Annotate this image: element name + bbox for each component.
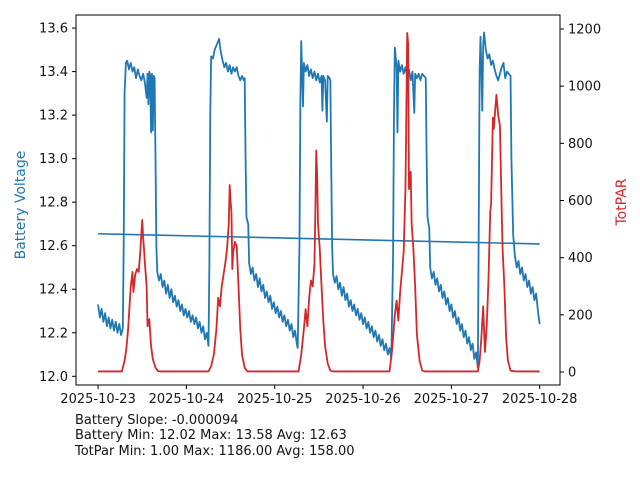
y-left-axis-label: Battery Voltage — [13, 150, 29, 260]
y-right-tick-label: 1000 — [568, 80, 601, 95]
y-right-axis-label: TotPAR — [614, 178, 630, 226]
y-left-tick-label: 12.2 — [39, 326, 68, 341]
x-tick-label: 2025-10-28 — [502, 392, 578, 407]
x-tick-label: 2025-10-26 — [325, 392, 401, 407]
x-tick-label: 2025-10-24 — [149, 392, 225, 407]
x-tick-label: 2025-10-23 — [60, 392, 136, 407]
battery-voltage-line — [97, 31, 541, 369]
y-left-tick-label: 12.8 — [39, 196, 68, 211]
y-right-tick-label: 400 — [568, 251, 593, 266]
y-right-tick-label: 1200 — [568, 23, 601, 38]
y-left-tick-label: 13.2 — [39, 109, 68, 124]
y-left-tick-label: 12.4 — [39, 283, 68, 298]
plot-border — [75, 14, 561, 386]
y-right-tick-label: 600 — [568, 194, 593, 209]
y-right-tick-label: 800 — [568, 137, 593, 152]
footer-stats: Battery Slope: -0.000094 Battery Min: 12… — [75, 413, 355, 459]
x-tick-label: 2025-10-25 — [237, 392, 313, 407]
y-left-tick-label: 13.6 — [39, 22, 68, 37]
y-right-tick-label: 0 — [568, 365, 576, 380]
y-left-tick-label: 13.0 — [39, 152, 68, 167]
battery-slope-text: Battery Slope: -0.000094 — [75, 413, 239, 428]
x-tick-label: 2025-10-27 — [414, 392, 490, 407]
battery-minmax-text: Battery Min: 12.02 Max: 13.58 Avg: 12.63 — [75, 428, 347, 444]
y-left-tick-label: 12.0 — [39, 370, 68, 385]
totpar-minmax-text: TotPar Min: 1.00 Max: 1186.00 Avg: 158.0… — [75, 443, 355, 459]
y-right-tick-label: 200 — [568, 308, 593, 323]
y-left-tick-label: 12.6 — [39, 239, 68, 254]
y-left-tick-label: 13.4 — [39, 65, 68, 80]
totpar-line — [98, 32, 540, 373]
